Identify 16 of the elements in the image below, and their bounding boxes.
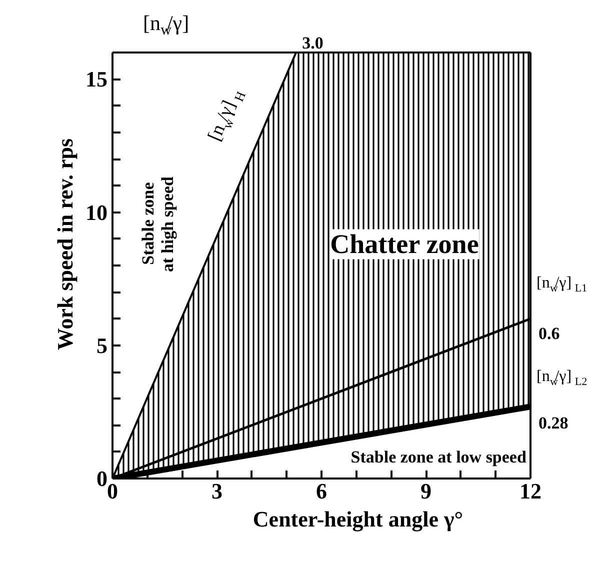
y-axis-title: Work speed in rev. rps bbox=[52, 138, 78, 350]
annotation: Stable zone at low speed bbox=[350, 448, 527, 467]
text: 0.6 bbox=[538, 324, 560, 343]
annotation: [nw/γ]H bbox=[204, 89, 249, 144]
x-tick-label: 12 bbox=[520, 478, 542, 504]
annotation: Chatter zone bbox=[330, 229, 479, 260]
x-tick-label: 9 bbox=[420, 478, 432, 504]
annotation: Stable zone at high speed bbox=[138, 176, 178, 272]
y-tick-label: 5 bbox=[96, 332, 108, 358]
x-tick-label: 6 bbox=[316, 478, 327, 504]
x-axis-title: Center-height angle γ° bbox=[252, 506, 464, 532]
text: 3.0 bbox=[302, 34, 324, 52]
text: 0.28 bbox=[538, 414, 568, 433]
x-tick-label: 3 bbox=[212, 478, 222, 504]
y-tick-label: 10 bbox=[86, 200, 108, 225]
y-tick-label: 15 bbox=[86, 66, 108, 92]
